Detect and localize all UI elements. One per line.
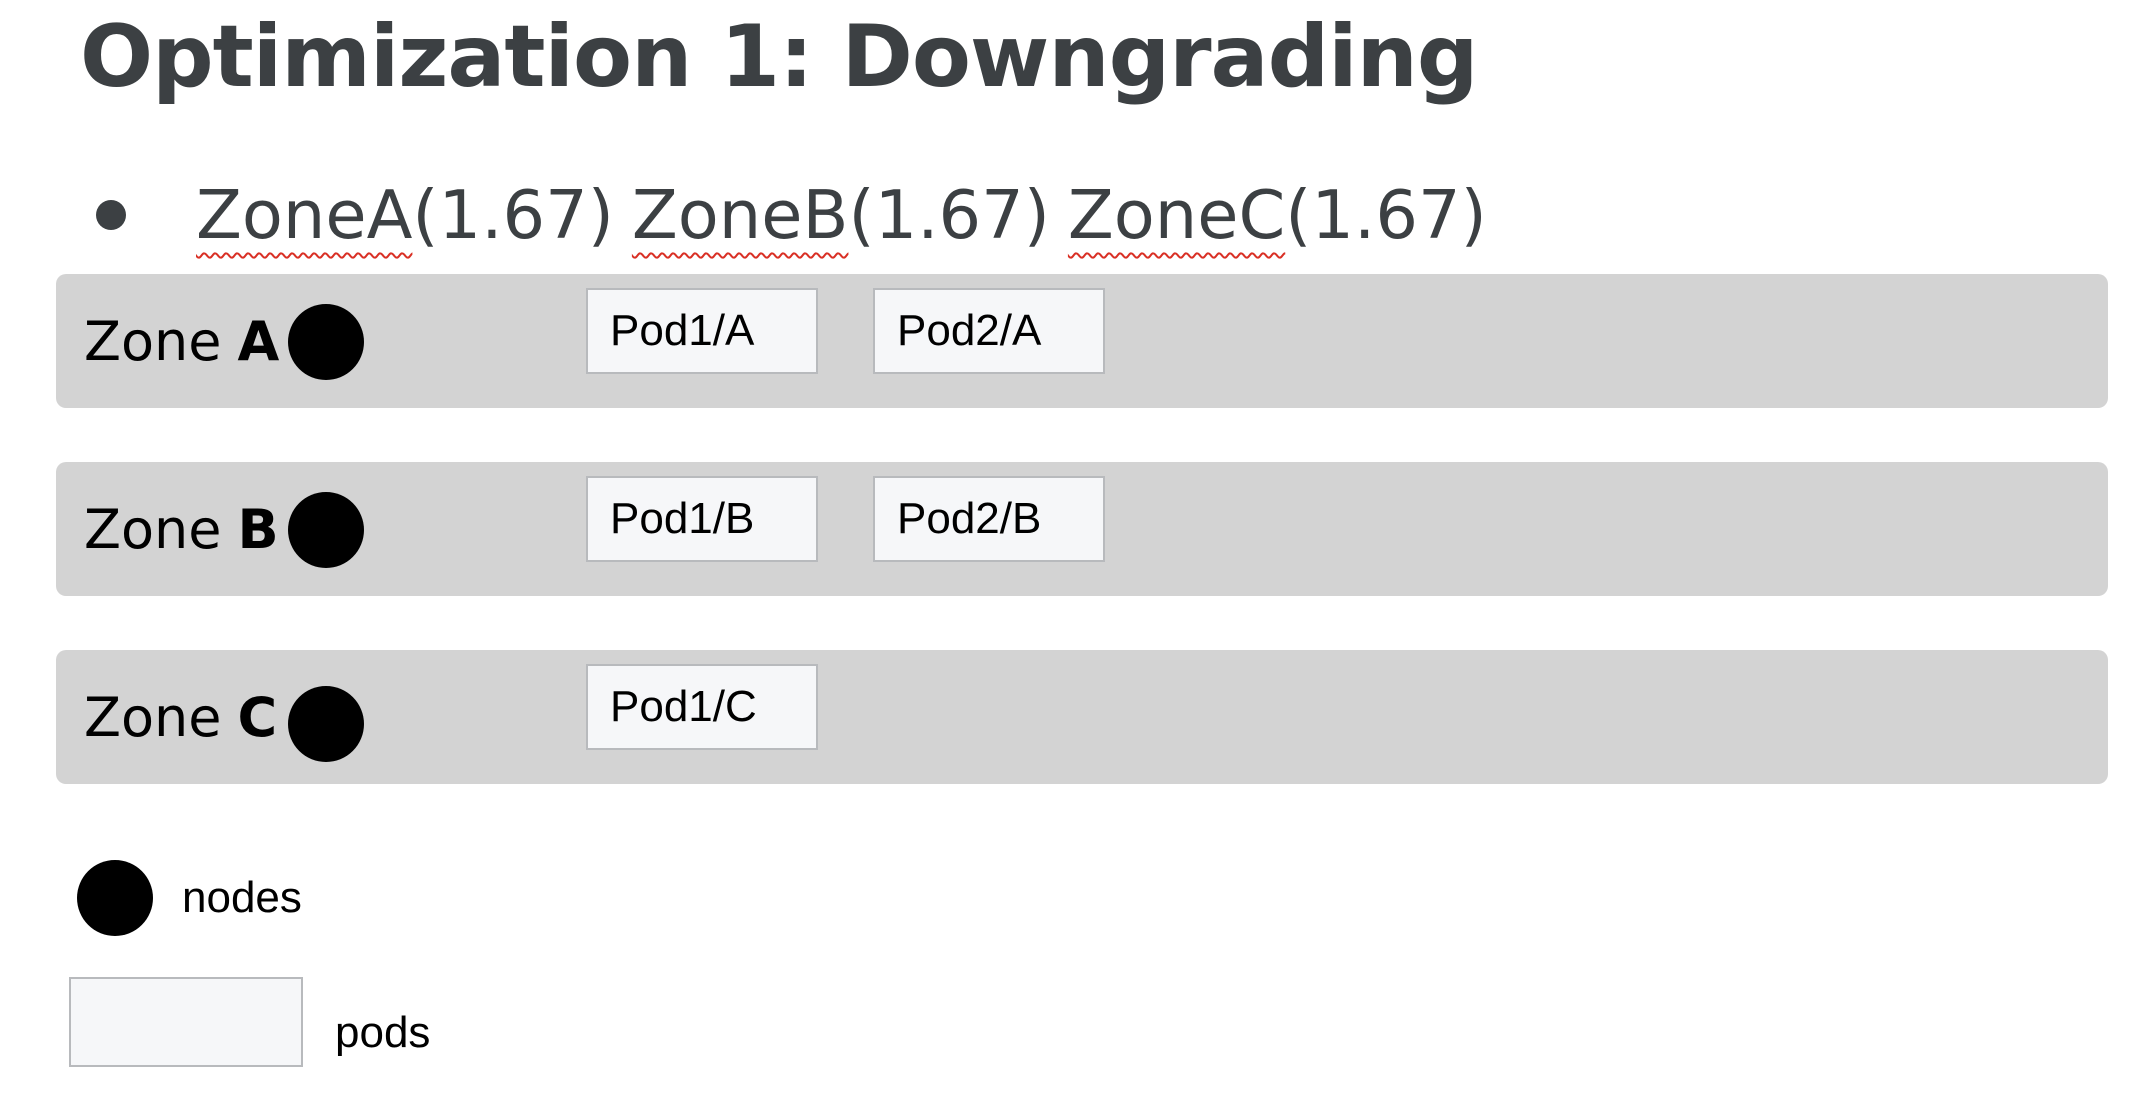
pod-box: Pod2/B: [873, 476, 1105, 562]
pod-box: Pod1/B: [586, 476, 818, 562]
zone-label-prefix: Zone: [84, 309, 222, 373]
zone-summary-value: (1.67): [848, 176, 1050, 254]
node-circle-icon: [288, 304, 364, 380]
slide-title: Optimization 1: Downgrading: [80, 7, 1478, 107]
zone-row-c: Zone C Pod1/C: [56, 650, 2108, 784]
zone-label-letter: C: [237, 685, 278, 749]
bullet-dot-icon: [96, 200, 126, 230]
zone-label-letter: B: [237, 497, 279, 561]
pod-box: Pod1/C: [586, 664, 818, 750]
zone-summary-value: (1.67): [412, 176, 614, 254]
zone-label: Zone B: [84, 462, 279, 596]
zone-label-prefix: Zone: [84, 685, 222, 749]
zone-row-b: Zone B Pod1/B Pod2/B: [56, 462, 2108, 596]
zone-summary-value: (1.67): [1285, 176, 1487, 254]
node-circle-icon: [288, 686, 364, 762]
zone-summary-item-a: ZoneA(1.67): [196, 176, 614, 254]
zone-label: Zone C: [84, 650, 277, 784]
zone-summary-bullet: ZoneA(1.67) ZoneB(1.67) ZoneC(1.67): [96, 165, 1505, 265]
zone-label-prefix: Zone: [84, 497, 222, 561]
zone-row-a: Zone A Pod1/A Pod2/A: [56, 274, 2108, 408]
zone-label-letter: A: [237, 309, 280, 373]
pod-box: Pod1/A: [586, 288, 818, 374]
legend-pod-label: pods: [335, 1008, 431, 1057]
pod-box: Pod2/A: [873, 288, 1105, 374]
legend-node-icon: [77, 860, 153, 936]
zone-summary-item-b: ZoneB(1.67): [632, 176, 1050, 254]
zone-summary-name: ZoneC: [1067, 176, 1286, 254]
zone-summary-item-c: ZoneC(1.67): [1068, 176, 1487, 254]
node-circle-icon: [288, 492, 364, 568]
zone-label: Zone A: [84, 274, 279, 408]
zone-summary-name: ZoneA: [196, 176, 413, 254]
legend-node-label: nodes: [182, 873, 302, 922]
legend-pod-box: [69, 977, 303, 1067]
zone-summary-name: ZoneB: [631, 176, 849, 254]
